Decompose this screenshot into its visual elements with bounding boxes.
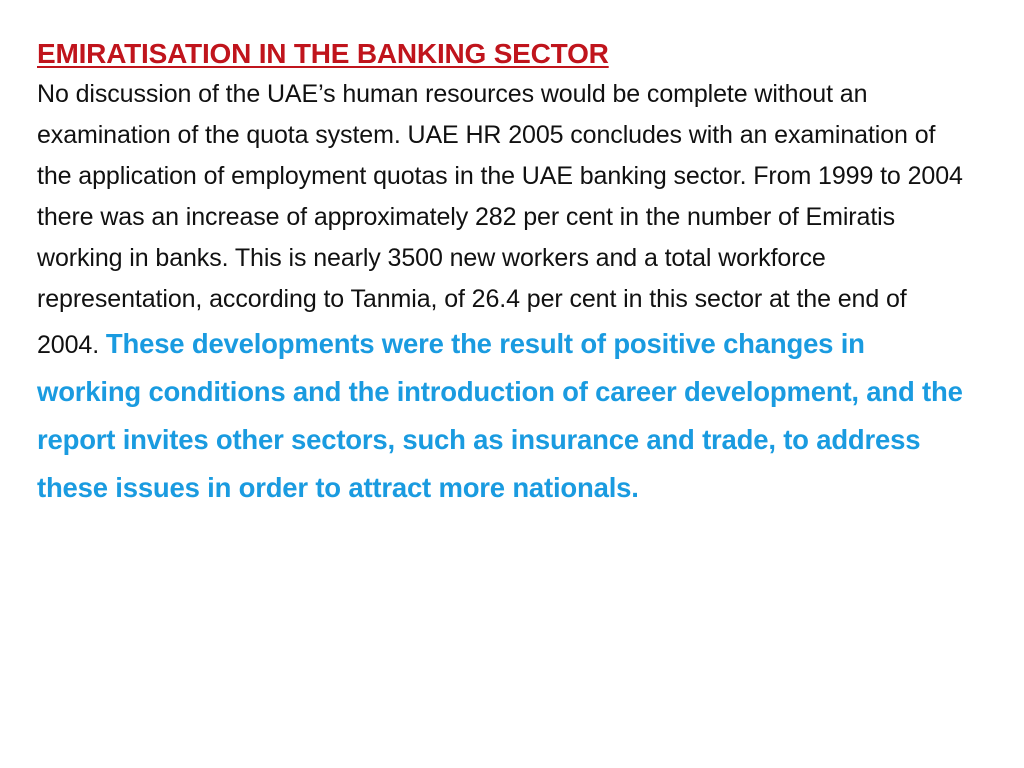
slide-body-paragraph: No discussion of the UAE’s human resourc…: [37, 74, 967, 512]
highlighted-conclusion: These developments were the result of po…: [37, 328, 963, 503]
slide-content: EMIRATISATION IN THE BANKING SECTOR No d…: [37, 34, 967, 512]
body-text: No discussion of the UAE’s human resourc…: [37, 80, 963, 359]
slide-title: EMIRATISATION IN THE BANKING SECTOR: [37, 38, 609, 69]
